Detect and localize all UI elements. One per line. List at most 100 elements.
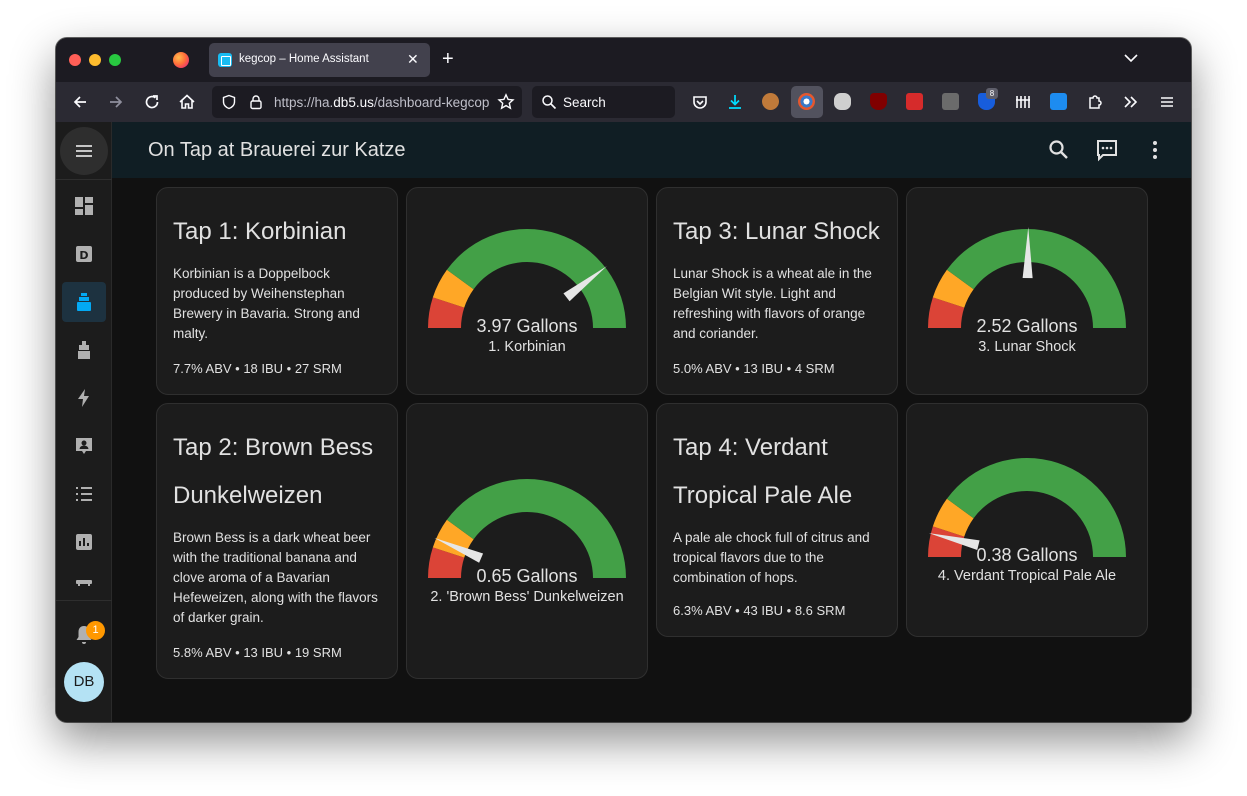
gauge-card[interactable]: 3.97 Gallons 1. Korbinian: [406, 187, 648, 395]
gauge-needle: [1022, 227, 1033, 279]
reload-icon[interactable]: [142, 92, 162, 112]
tap-title: Tap 3: Lunar Shock: [673, 218, 880, 245]
svg-text:D: D: [79, 249, 88, 262]
blue-extension-icon[interactable]: [1050, 93, 1067, 110]
sidebar-item-dashboard-d[interactable]: D: [62, 234, 106, 274]
page-title: On Tap at Brauerei zur Katze: [148, 139, 406, 161]
gauge-value: 3.97 Gallons: [476, 316, 578, 336]
dashboard-d-icon: D: [76, 246, 92, 262]
gauge-card[interactable]: 2.52 Gallons 3. Lunar Shock: [906, 187, 1148, 395]
energy-icon: [78, 389, 89, 407]
tap-stats: 6.3% ABV • 43 IBU • 8.6 SRM: [673, 603, 846, 618]
keg-gauge: [928, 458, 1126, 557]
firefox-view-icon[interactable]: [173, 52, 189, 68]
url-bar[interactable]: https://ha.db5.us/dashboard-kegcop: [212, 86, 522, 118]
gauge-needle: [434, 537, 484, 563]
gauge-red-band: [928, 297, 965, 328]
extensions-puzzle-icon[interactable]: [1085, 92, 1105, 112]
tap-info-card: Tap 1: Korbinian Korbinian is a Doppelbo…: [156, 187, 398, 395]
tap-stats: 5.0% ABV • 13 IBU • 4 SRM: [673, 361, 835, 376]
tab-title: kegcop – Home Assistant: [239, 53, 369, 65]
zoom-window-button[interactable]: [109, 54, 121, 66]
search-icon[interactable]: [1047, 138, 1071, 162]
sidebar-menu-button[interactable]: [60, 127, 108, 175]
lock-icon[interactable]: [248, 94, 264, 110]
gauge-card[interactable]: 0.38 Gallons 4. Verdant Tropical Pale Al…: [906, 403, 1148, 637]
browser-window: kegcop – Home Assistant ✕ + https://ha.d…: [56, 38, 1191, 722]
keg-icon: [77, 293, 91, 311]
gauge-red-band: [428, 547, 465, 578]
gauge-value: 0.65 Gallons: [476, 566, 578, 586]
search-icon: [542, 95, 557, 110]
more-options-icon[interactable]: [1143, 138, 1167, 162]
minimize-window-button[interactable]: [89, 54, 101, 66]
sidebar-item-overview[interactable]: [62, 186, 106, 226]
gauge-needle: [563, 266, 607, 302]
color-extension-icon[interactable]: [798, 93, 815, 110]
keg-gauge: [928, 227, 1126, 328]
navigation-toolbar: https://ha.db5.us/dashboard-kegcop Searc…: [56, 82, 1191, 122]
sidebar-item-kegcop[interactable]: [62, 282, 106, 322]
search-bar[interactable]: Search: [532, 86, 675, 118]
overflow-chevron-icon[interactable]: [1121, 92, 1141, 112]
notification-badge: 1: [86, 621, 105, 640]
gauge-name: 3. Lunar Shock: [978, 339, 1076, 355]
gauge-green-band: [946, 458, 1126, 557]
sidebar-item-person[interactable]: [62, 426, 106, 466]
cookie-extension-icon[interactable]: [834, 93, 851, 110]
gauge-red-band: [428, 297, 465, 328]
home-assistant-app: D: [56, 122, 1191, 722]
assist-icon[interactable]: [1095, 138, 1119, 162]
home-icon[interactable]: [177, 92, 197, 112]
gauge-needle: [928, 533, 980, 551]
list-all-tabs-icon[interactable]: [1122, 49, 1140, 67]
monkey-extension-icon[interactable]: [762, 93, 779, 110]
gauge-name: 1. Korbinian: [488, 339, 566, 355]
person-icon: [76, 438, 92, 454]
pocket-icon[interactable]: [690, 92, 710, 112]
tap-stats: 7.7% ABV • 18 IBU • 27 SRM: [173, 361, 342, 376]
sidebar-item-device[interactable]: [56, 570, 112, 586]
sidebar-item-list[interactable]: [62, 474, 106, 514]
list-icon: [76, 487, 92, 501]
gauge-yellow-band: [932, 269, 974, 308]
sidebar-item-coffee[interactable]: [62, 330, 106, 370]
gauge-yellow-band: [432, 269, 474, 308]
gauge-card[interactable]: 0.65 Gallons 2. 'Brown Bess' Dunkelweize…: [406, 403, 648, 679]
close-tab-icon[interactable]: ✕: [407, 51, 419, 67]
sidebar-item-energy[interactable]: [62, 378, 106, 418]
search-placeholder: Search: [563, 95, 606, 110]
sidebar-divider: [56, 600, 112, 601]
url-text[interactable]: https://ha.db5.us/dashboard-kegcop: [274, 95, 490, 110]
sidebar-item-history[interactable]: [62, 522, 106, 562]
grid-extension-icon[interactable]: [1013, 92, 1033, 112]
tracking-shield-icon[interactable]: [221, 94, 237, 110]
gauge-name: 2. 'Brown Bess' Dunkelweizen: [430, 589, 624, 605]
tap-title: Tap 1: Korbinian: [173, 218, 347, 245]
sidebar: D: [56, 122, 112, 722]
red-extension-icon[interactable]: [906, 93, 923, 110]
downloads-icon[interactable]: [725, 92, 745, 112]
gauge-green-band: [946, 228, 1126, 328]
gauge-red-band: [928, 526, 965, 557]
gray-extension-icon[interactable]: [942, 93, 959, 110]
forward-icon[interactable]: [106, 92, 126, 112]
browser-tab-active[interactable]: kegcop – Home Assistant ✕: [209, 43, 430, 77]
tap-description: A pale ale chock full of citrus and trop…: [673, 530, 870, 585]
gauge-value: 2.52 Gallons: [976, 316, 1078, 336]
app-menu-icon[interactable]: [1157, 92, 1177, 112]
gauge-green-band: [446, 479, 626, 578]
sidebar-divider: [56, 179, 112, 180]
close-window-button[interactable]: [69, 54, 81, 66]
tap-title: Tap 4: Verdant Tropical Pale Ale: [673, 434, 853, 509]
tap-info-card: Tap 2: Brown Bess Dunkelweizen Brown Bes…: [156, 403, 398, 679]
app-header: On Tap at Brauerei zur Katze: [112, 122, 1191, 178]
new-tab-button[interactable]: +: [442, 48, 454, 70]
tap-description: Brown Bess is a dark wheat beer with the…: [173, 530, 378, 625]
bookmark-star-icon[interactable]: [497, 93, 515, 111]
gauge-value: 0.38 Gallons: [976, 545, 1078, 565]
ublock-origin-icon[interactable]: [870, 93, 887, 110]
user-avatar[interactable]: DB: [64, 662, 104, 702]
gauge-name: 4. Verdant Tropical Pale Ale: [937, 568, 1117, 584]
back-icon[interactable]: [70, 92, 90, 112]
